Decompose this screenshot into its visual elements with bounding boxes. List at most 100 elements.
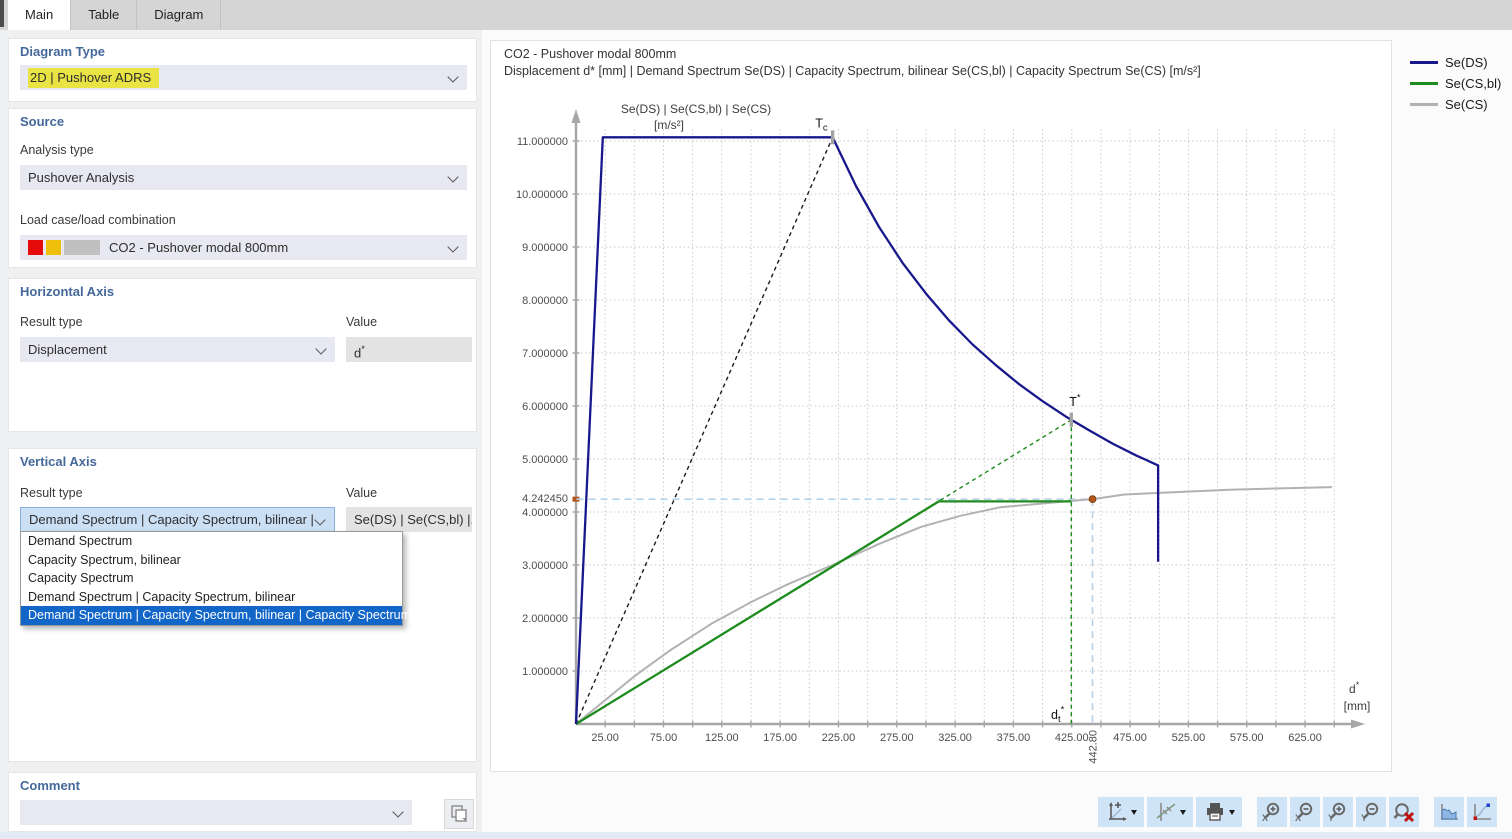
tab-bar: Main Table Diagram	[0, 0, 1512, 30]
zoom-reset-icon	[1393, 803, 1415, 823]
zoom-out-x-icon: X	[1295, 802, 1313, 823]
dropdown-arrow-icon	[1179, 809, 1186, 815]
chart-title: CO2 - Pushover modal 800mm	[504, 47, 677, 61]
h-result-type-label: Result type	[20, 315, 83, 329]
dropdown-option[interactable]: Demand Spectrum | Capacity Spectrum, bil…	[21, 606, 411, 625]
dropdown-arrow-icon	[1228, 809, 1235, 815]
result-curve-settings-button[interactable]	[1147, 797, 1193, 827]
dropdown-option[interactable]: Capacity Spectrum, bilinear	[28, 552, 181, 567]
svg-text:X: X	[1295, 813, 1301, 823]
v-result-type-dropdown: Demand Spectrum Capacity Spectrum, biline…	[20, 531, 411, 626]
svg-text:3.000000: 3.000000	[522, 560, 568, 572]
svg-text:125.00: 125.00	[705, 732, 739, 744]
legend-line-swatch	[1410, 61, 1438, 64]
analysis-type-combobox[interactable]: Pushover Analysis	[20, 165, 467, 190]
horizontal-axis-header: Horizontal Axis	[20, 284, 115, 299]
vertical-axis-card: Vertical Axis Result type Value Demand S…	[8, 448, 477, 762]
svg-text:10.000000: 10.000000	[516, 189, 568, 201]
svg-text:375.00: 375.00	[997, 732, 1031, 744]
svg-text:11.000000: 11.000000	[517, 136, 568, 148]
chart-subtitle: Displacement d* [mm] | Demand Spectrum S…	[504, 64, 1201, 78]
zoom-out-x-button[interactable]: X	[1290, 797, 1320, 827]
svg-text:4.000000: 4.000000	[522, 507, 568, 519]
svg-text:75.00: 75.00	[650, 732, 678, 744]
load-case-value: CO2 - Pushover modal 800mm	[109, 240, 289, 255]
load-case-color-yellow	[46, 240, 61, 255]
h-result-type-combobox[interactable]: Displacement	[20, 337, 335, 362]
zoom-in-x-icon: X	[1262, 802, 1280, 823]
diagram-type-card: Diagram Type 2D | Pushover ADRS	[8, 38, 477, 102]
dropdown-option[interactable]: Demand Spectrum	[28, 534, 133, 548]
horizontal-axis-card: Horizontal Axis Result type Value Displa…	[8, 278, 477, 432]
legend-item: Se(DS)	[1410, 52, 1501, 73]
v-result-type-label: Result type	[20, 486, 83, 500]
legend-item: Se(CS)	[1410, 94, 1501, 115]
source-header: Source	[20, 114, 65, 129]
svg-text:525.00: 525.00	[1172, 732, 1206, 744]
zoom-in-y-icon: Y	[1328, 802, 1346, 823]
zoom-in-x-button[interactable]: X	[1257, 797, 1287, 827]
diagram-type-header: Diagram Type	[20, 44, 106, 59]
h-value-field: d*	[346, 337, 472, 362]
h-value-label: Value	[346, 315, 378, 329]
zoom-out-y-button[interactable]: Y	[1356, 797, 1386, 827]
h-value-base: d	[354, 345, 362, 361]
h-result-type-value: Displacement	[28, 342, 107, 357]
chart-panel: CO2 - Pushover modal 800mm Displacement …	[490, 40, 1392, 772]
svg-text:25.00: 25.00	[591, 732, 619, 744]
svg-text:275.00: 275.00	[880, 732, 914, 744]
comment-header: Comment	[20, 778, 80, 793]
svg-text:2.000000: 2.000000	[522, 613, 568, 625]
v-value-field: Se(DS) | Se(CS,bl) |...	[346, 507, 472, 532]
source-card: Source Analysis type Pushover Analysis L…	[8, 108, 477, 268]
svg-text:dt*: dt*	[1051, 705, 1065, 726]
status-strip	[0, 832, 1512, 839]
load-case-combobox[interactable]: CO2 - Pushover modal 800mm	[20, 235, 467, 260]
legend-label: Se(CS)	[1445, 97, 1488, 112]
svg-text:325.00: 325.00	[938, 732, 972, 744]
trend-line-icon	[1156, 803, 1175, 821]
chevron-down-icon	[315, 343, 327, 355]
analysis-type-value: Pushover Analysis	[28, 170, 135, 185]
svg-text:[mm]: [mm]	[1344, 699, 1371, 713]
show-filled-diagram-button[interactable]	[1434, 797, 1464, 827]
zoom-reset-button[interactable]	[1389, 797, 1419, 827]
analysis-type-label: Analysis type	[20, 143, 94, 157]
dropdown-option[interactable]: Demand Spectrum | Capacity Spectrum, bil…	[28, 589, 296, 604]
show-result-points-button[interactable]	[1467, 797, 1497, 827]
vertical-axis-header: Vertical Axis	[20, 454, 97, 469]
comment-combobox[interactable]	[20, 800, 412, 825]
adrs-chart: 25.00 75.00 125.00 175.00 225.00 275.00 325.00…	[516, 102, 1371, 764]
legend-line-swatch	[1410, 82, 1438, 85]
diagram-type-combobox[interactable]: 2D | Pushover ADRS	[20, 65, 467, 90]
load-case-color-gray	[64, 240, 100, 255]
tab-table[interactable]: Table	[71, 0, 138, 30]
diagram-toolbar: X X Y Y	[1098, 797, 1500, 827]
axes-plus-icon	[1108, 802, 1127, 821]
comment-multiline-button[interactable]	[444, 799, 474, 829]
legend-label: Se(DS)	[1445, 55, 1488, 70]
svg-text:6.000000: 6.000000	[522, 401, 568, 413]
legend-item: Se(CS,bl)	[1410, 73, 1501, 94]
svg-text:9.000000: 9.000000	[522, 242, 568, 254]
chevron-down-icon	[392, 806, 404, 818]
svg-text:7.000000: 7.000000	[522, 348, 568, 360]
svg-text:1.000000: 1.000000	[522, 666, 568, 678]
zoom-in-y-button[interactable]: Y	[1323, 797, 1353, 827]
axes-settings-button[interactable]	[1098, 797, 1144, 827]
svg-text:442.80: 442.80	[1088, 730, 1100, 764]
load-case-label: Load case/load combination	[20, 213, 176, 227]
svg-text:Y: Y	[1361, 813, 1367, 823]
svg-text:T*: T*	[1069, 392, 1081, 409]
svg-text:425.00: 425.00	[1055, 732, 1089, 744]
svg-text:Tc: Tc	[815, 116, 828, 133]
tab-main[interactable]: Main	[8, 0, 72, 30]
load-case-color-red	[28, 240, 43, 255]
v-result-type-value: Demand Spectrum | Capacity Spectrum, bil…	[29, 512, 314, 527]
tab-diagram[interactable]: Diagram	[137, 0, 222, 30]
chart-legend: Se(DS) Se(CS,bl) Se(CS)	[1410, 52, 1501, 115]
print-button[interactable]	[1196, 797, 1242, 827]
svg-text:X: X	[1262, 813, 1268, 823]
dropdown-option[interactable]: Capacity Spectrum	[28, 571, 134, 586]
v-result-type-combobox[interactable]: Demand Spectrum | Capacity Spectrum, bil…	[20, 507, 335, 532]
